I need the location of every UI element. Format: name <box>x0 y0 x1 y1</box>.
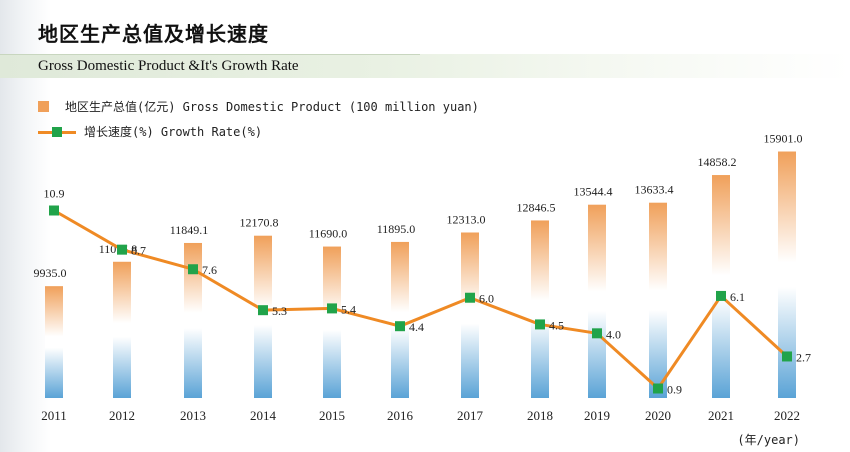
bar-value-label: 12313.0 <box>447 212 486 226</box>
line-marker <box>395 321 405 332</box>
line-marker <box>49 205 59 216</box>
x-tick-label: 2017 <box>457 408 484 423</box>
x-tick-label: 2022 <box>774 408 800 423</box>
line-marker <box>465 292 475 303</box>
bar <box>531 220 549 398</box>
bar-series <box>45 151 796 398</box>
line-value-label: 10.9 <box>44 187 65 201</box>
line-marker <box>592 328 602 339</box>
line-marker <box>535 319 545 330</box>
bar <box>254 235 272 398</box>
line-value-label: 8.7 <box>131 244 146 258</box>
line-value-label: 5.3 <box>272 304 287 318</box>
legend-line-label: 增长速度(%) Growth Rate(%) <box>84 125 263 139</box>
line-value-label: 6.0 <box>479 292 494 306</box>
bar <box>461 232 479 398</box>
bar-value-label: 13544.4 <box>574 185 613 199</box>
bar <box>778 151 796 398</box>
growth-rate-line <box>53 209 789 390</box>
x-tick-label: 2013 <box>180 408 206 423</box>
legend-bar-label: 地区生产总值(亿元) Gross Domestic Product (100 m… <box>65 100 479 114</box>
bar-value-label: 9935.0 <box>34 266 67 280</box>
line-value-label: 5.4 <box>341 302 356 316</box>
x-tick-label: 2020 <box>645 408 671 423</box>
bar-value-label: 14858.2 <box>698 155 737 169</box>
x-axis-tick-labels: 2011 2012 2013 2014 2015 2016 2017 2018 2019 2020… <box>41 408 800 423</box>
bar <box>45 286 63 398</box>
line-value-label: 6.1 <box>730 290 745 304</box>
line-marker <box>188 264 198 275</box>
growth-rate-markers <box>49 205 792 394</box>
bar-value-label: 12846.5 <box>517 200 556 214</box>
line-marker <box>653 383 663 394</box>
bar-value-label: 11690.0 <box>309 227 348 241</box>
line-marker <box>716 290 726 301</box>
x-tick-label: 2015 <box>319 408 345 423</box>
bar-value-label: 11895.0 <box>377 222 416 236</box>
x-tick-label: 2011 <box>41 408 67 423</box>
x-axis-unit: (年/year) <box>737 433 800 447</box>
line-value-label: 4.0 <box>606 327 621 341</box>
line-value-label: 4.4 <box>409 320 424 334</box>
bar-value-label: 11849.1 <box>170 223 209 237</box>
line-value-label: 7.6 <box>202 263 217 277</box>
line-marker <box>782 351 792 362</box>
line-marker <box>117 244 127 255</box>
x-tick-label: 2018 <box>527 408 553 423</box>
x-tick-label: 2012 <box>109 408 135 423</box>
legend-line-swatch <box>38 126 76 138</box>
page-title: 地区生产总值及增长速度 <box>38 22 269 46</box>
growth-rate-labels: 10.9 8.7 7.6 5.3 5.4 4.4 6.0 4.5 4.0 0.9 6.1 2.7 <box>44 187 812 397</box>
bar <box>391 241 409 398</box>
line-marker <box>258 305 268 316</box>
line-marker <box>327 303 337 314</box>
chart-subtitle: Gross Domestic Product &It's Growth Rate <box>38 58 299 74</box>
bar <box>712 175 730 398</box>
bar <box>184 242 202 398</box>
bar <box>113 261 131 398</box>
legend-bar-swatch <box>38 101 49 112</box>
bar <box>588 204 606 398</box>
bar-value-label: 13633.4 <box>635 183 674 197</box>
x-tick-label: 2019 <box>584 408 610 423</box>
x-tick-label: 2016 <box>387 408 414 423</box>
bar-value-label: 12170.8 <box>240 216 279 230</box>
bar <box>649 202 667 398</box>
x-tick-label: 2021 <box>708 408 734 423</box>
bar-value-label: 15901.0 <box>764 132 803 146</box>
line-value-label: 4.5 <box>549 318 564 332</box>
line-value-label: 0.9 <box>667 383 682 397</box>
subtitle-band <box>0 54 850 78</box>
legend-item-line: 增长速度(%) Growth Rate(%) <box>38 123 262 140</box>
line-value-label: 2.7 <box>796 350 811 364</box>
bar <box>323 246 341 398</box>
legend-item-bar: 地区生产总值(亿元) Gross Domestic Product (100 m… <box>38 98 479 115</box>
x-tick-label: 2014 <box>250 408 277 423</box>
